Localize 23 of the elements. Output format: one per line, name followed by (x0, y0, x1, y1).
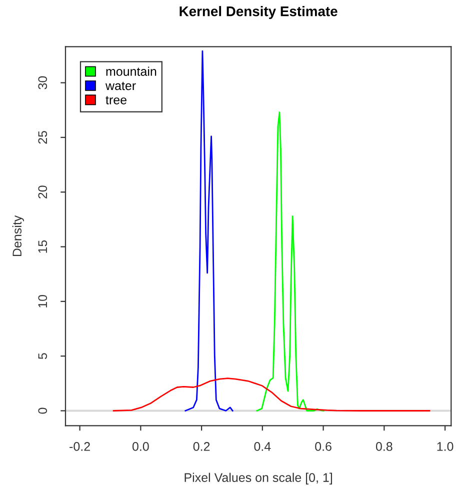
x-tick-label: 0.2 (193, 442, 210, 451)
legend-label: tree (106, 96, 126, 104)
legend-label: mountain (106, 66, 156, 76)
line-series (256, 112, 324, 412)
line-series (184, 50, 234, 412)
y-tick-label: 15 (38, 240, 48, 253)
line-series (112, 378, 430, 412)
y-tick-label: 0 (38, 408, 48, 414)
legend-label: water (105, 82, 136, 90)
x-tick-label: -0.2 (70, 442, 90, 451)
y-tick-label: 30 (38, 76, 48, 90)
x-axis-title: Pixel Values on scale [0, 1] (184, 472, 332, 484)
x-tick-label: 0.0 (132, 442, 149, 451)
x-tick-label: 0.4 (254, 442, 271, 451)
y-tick-label: 5 (38, 353, 48, 360)
chart-title: Kernel Density Estimate (180, 6, 338, 19)
x-tick-label: 0.6 (315, 442, 332, 451)
y-tick-label: 20 (38, 186, 48, 198)
y-tick-label: 25 (38, 130, 48, 144)
y-tick-label: 10 (38, 294, 48, 308)
y-axis-title: Density (12, 215, 24, 256)
x-tick-label: 1.0 (437, 442, 454, 451)
x-tick-label: 0.8 (376, 442, 392, 451)
